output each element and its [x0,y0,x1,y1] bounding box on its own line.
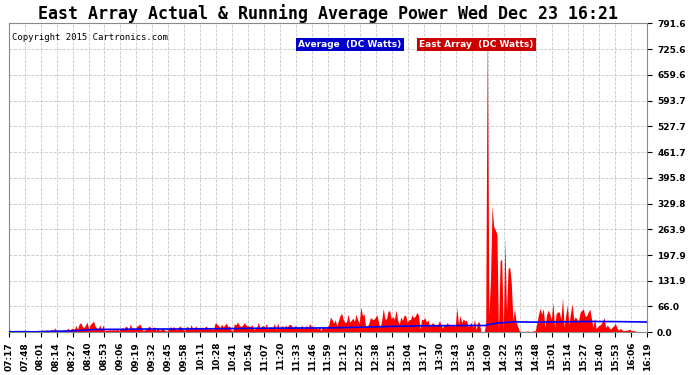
Text: East Array  (DC Watts): East Array (DC Watts) [420,40,533,49]
Text: Copyright 2015 Cartronics.com: Copyright 2015 Cartronics.com [12,33,168,42]
Title: East Array Actual & Running Average Power Wed Dec 23 16:21: East Array Actual & Running Average Powe… [38,4,618,23]
Text: Average  (DC Watts): Average (DC Watts) [299,40,402,49]
